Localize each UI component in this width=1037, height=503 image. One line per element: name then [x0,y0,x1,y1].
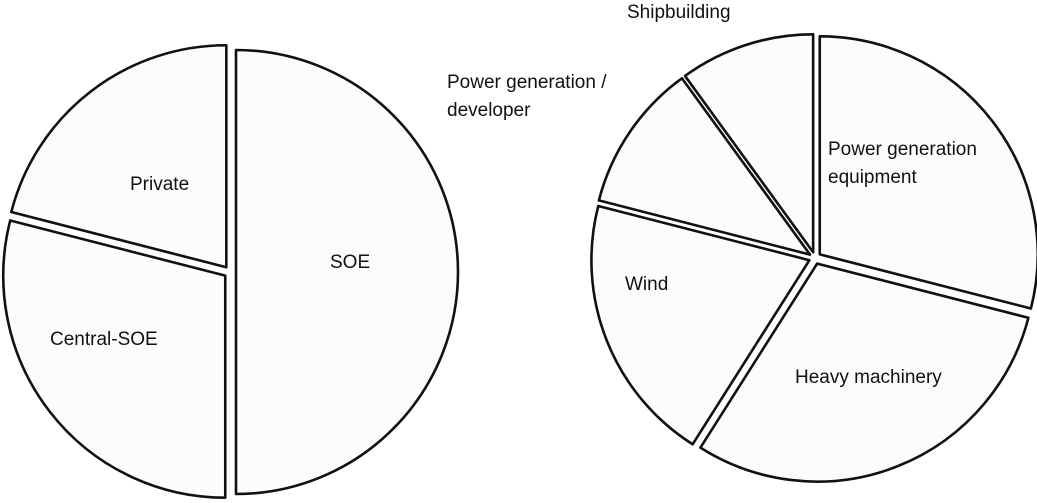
pie-slice [590,204,811,446]
label-line: Central-SOE [50,329,158,350]
label-line: Shipbuilding [627,2,731,23]
pie-slice [9,43,228,269]
slice-label: Heavy machinery [795,367,942,388]
slice-label: Central-SOE [50,329,158,350]
label-line: SOE [330,252,370,273]
label-line: Heavy machinery [795,367,942,388]
pie-slice [234,48,460,496]
label-line: developer [447,100,531,121]
slice-label: Shipbuilding [627,2,731,23]
slice-label: SOE [330,252,370,273]
pie-slice [699,262,1030,483]
slice-label: Private [130,174,189,195]
slice-label: Power generation equipment [828,139,977,188]
pie-slice [818,35,1037,310]
slice-label: Power generation / developer [447,72,607,121]
pie-slice [597,76,812,256]
pie-slice [683,32,815,254]
label-line: Power generation / [447,72,607,93]
label-line: Private [130,174,189,195]
label-line: Wind [625,274,668,295]
label-line: Power generation [828,139,977,160]
label-line: equipment [828,167,917,188]
pie-slice [2,219,227,499]
slice-label: Wind [625,274,668,295]
